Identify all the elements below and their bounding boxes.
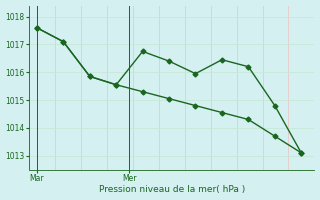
X-axis label: Pression niveau de la mer( hPa ): Pression niveau de la mer( hPa ) bbox=[99, 185, 245, 194]
